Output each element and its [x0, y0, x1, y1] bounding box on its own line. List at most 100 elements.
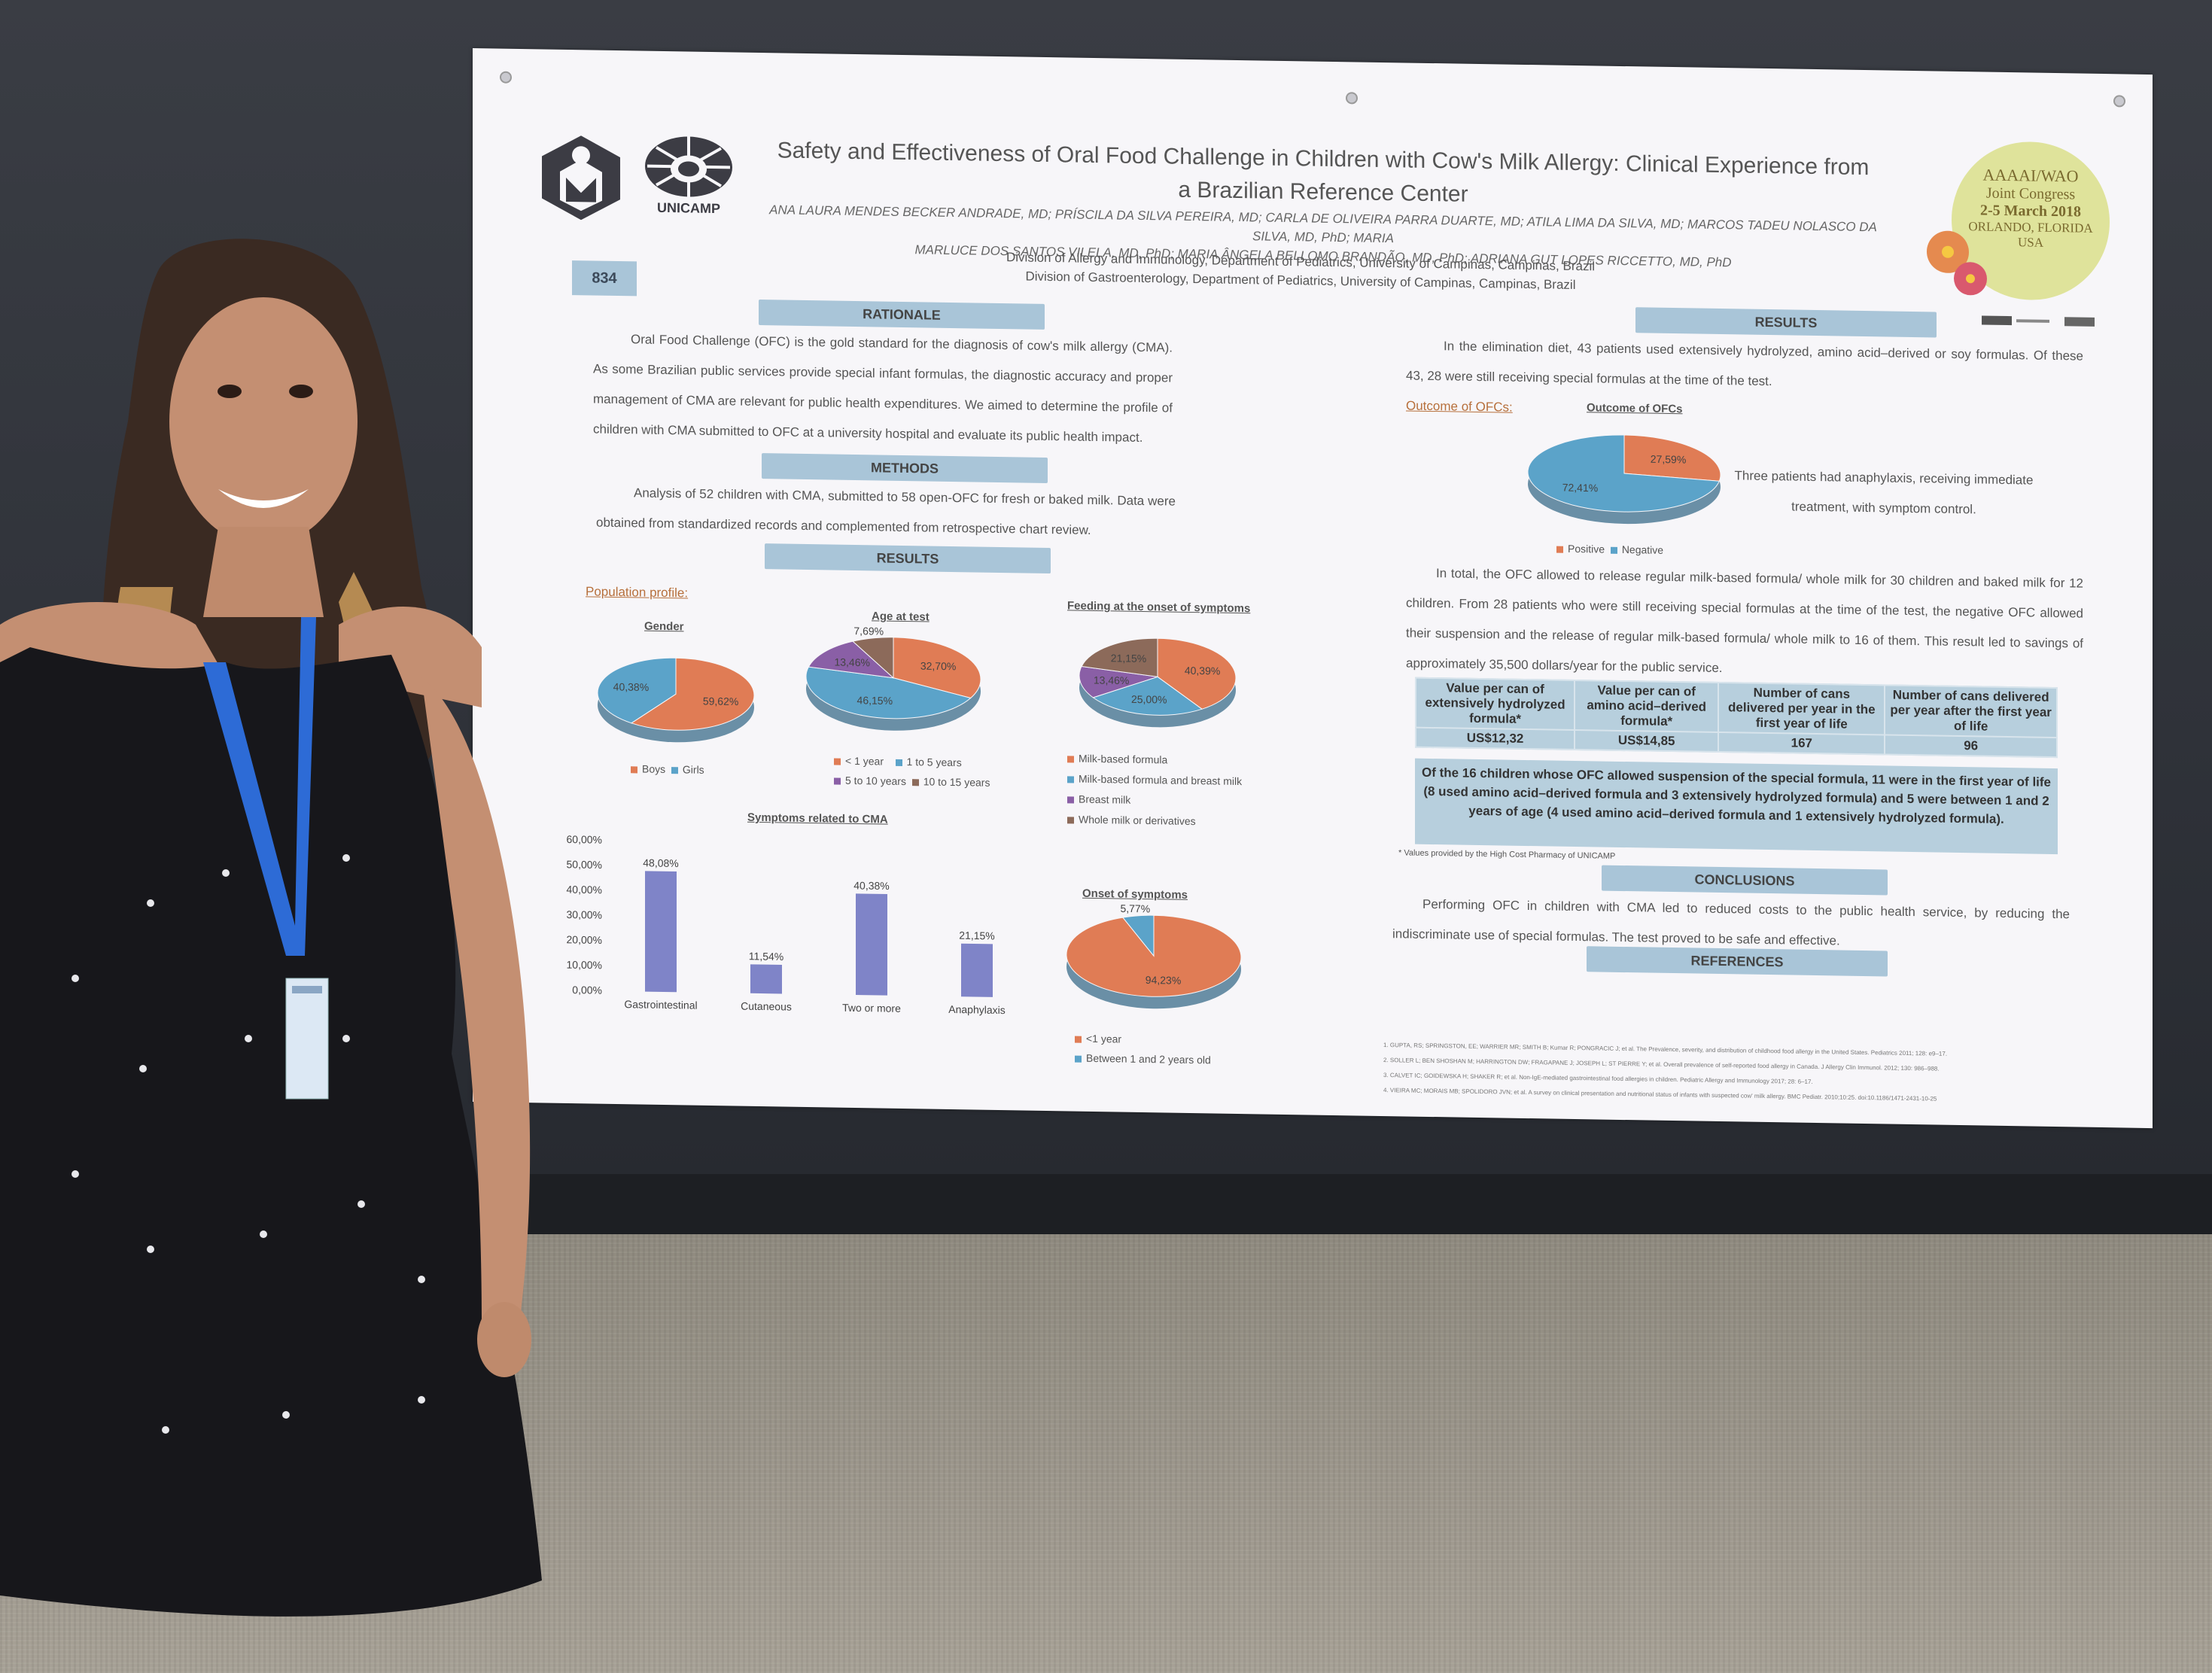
pie-data-label: 27,59% — [1651, 453, 1686, 466]
onset-legend: <1 year Between 1 and 2 years old — [1075, 1029, 1211, 1070]
references-header: REFERENCES — [1587, 946, 1888, 977]
highlight-box: Of the 16 children whose OFC allowed sus… — [1415, 758, 2058, 855]
table-cell: US$14,85 — [1575, 730, 1719, 753]
bar — [856, 893, 887, 996]
hand — [477, 1302, 531, 1377]
pie-slice — [805, 666, 972, 719]
legend-under-1: < 1 year — [845, 754, 884, 768]
legend-swatch — [834, 777, 841, 785]
y-tick-label: 10,00% — [567, 959, 602, 972]
eye — [218, 385, 242, 398]
unicamp-logo-text: UNICAMP — [657, 199, 720, 217]
pie-slice — [597, 657, 677, 724]
legend-10-to-15: 10 to 15 years — [923, 775, 990, 789]
bar — [961, 943, 993, 997]
x-tick-label: Two or more — [842, 1002, 901, 1014]
legend-swatch — [631, 766, 637, 774]
methods-text: Analysis of 52 children with CMA, submit… — [596, 485, 1176, 537]
bar-data-label: 11,54% — [749, 950, 783, 963]
legend-swatch — [1067, 756, 1074, 763]
legend-swatch — [911, 778, 919, 786]
legend-swatch — [1075, 1036, 1082, 1043]
legend-swatch — [1067, 776, 1074, 783]
legend-swatch — [895, 759, 902, 766]
badge-line-3: 2-5 March 2018 — [1979, 202, 2082, 221]
y-tick-label: 30,00% — [567, 908, 602, 921]
feeding-chart-title: Feeding at the onset of symptoms — [1067, 599, 1251, 616]
pie-data-label: 59,62% — [703, 695, 738, 707]
name-badge-stripe — [292, 986, 322, 993]
results-header-left: RESULTS — [765, 543, 1051, 574]
pie-data-label: 13,46% — [834, 656, 869, 669]
poster-board-edge — [519, 1174, 2212, 1234]
pie-slice — [630, 657, 755, 731]
x-tick-label: Anaphylaxis — [948, 1003, 1005, 1016]
aaaai-wao-logo-icon — [1982, 315, 2095, 327]
gender-pie-chart: 59,62% 40,38% — [597, 657, 755, 743]
rationale-header: RATIONALE — [759, 299, 1045, 330]
outcome-pie-chart: 27,59% 72,41% — [1527, 434, 1721, 525]
bar — [750, 964, 782, 994]
legend-milk-formula: Milk-based formula — [1079, 752, 1168, 766]
outcome-ofcs-label: Outcome of OFCs: — [1406, 398, 1513, 415]
pie-slice — [808, 640, 895, 679]
legend-under-1-year: <1 year — [1086, 1032, 1122, 1045]
bar — [645, 871, 677, 993]
results-header-right: RESULTS — [1635, 307, 1937, 338]
smile — [218, 489, 309, 508]
table-cell: 96 — [1885, 735, 2057, 758]
y-tick-label: 20,00% — [567, 933, 602, 946]
bar-data-label: 48,08% — [643, 856, 678, 869]
lanyard — [203, 617, 316, 956]
x-tick-label: Cutaneous — [741, 1000, 792, 1013]
pie-slice — [852, 637, 894, 679]
bar-data-label: 40,38% — [853, 879, 889, 892]
pie-data-label: 25,00% — [1131, 693, 1167, 706]
push-pin-icon — [2113, 95, 2125, 108]
gender-chart-title: Gender — [644, 619, 684, 634]
feeding-pie-chart: 40,39% 25,00%13,46% 21,15% — [1079, 637, 1237, 728]
costs-table: Value per can of extensively hydrolyzed … — [1415, 677, 2058, 759]
university-shield-logo-icon — [542, 135, 620, 221]
legend-whole-milk: Whole milk or derivatives — [1079, 813, 1196, 828]
legend-formula-breast: Milk-based formula and breast milk — [1079, 772, 1243, 788]
outcome-legend: Positive Negative — [1556, 543, 1663, 556]
legend-swatch — [1556, 546, 1563, 553]
table-header-cell: Value per can of amino acid–derived form… — [1575, 680, 1719, 733]
legend-1-to-2-years: Between 1 and 2 years old — [1086, 1051, 1211, 1066]
black-dress — [0, 647, 542, 1617]
legend-1-to-5: 1 to 5 years — [906, 756, 962, 769]
anaphylaxis-text: Three patients had anaphylaxis, receivin… — [1734, 468, 2034, 517]
methods-header: METHODS — [762, 453, 1048, 484]
pie-slice — [1121, 914, 1155, 957]
presenter-person — [0, 239, 542, 1617]
y-tick-label: 40,00% — [567, 884, 602, 896]
results-paragraph-2: In total, the OFC allowed to release reg… — [1406, 566, 2083, 676]
pie-slice — [1527, 434, 1721, 513]
pie-data-label: 46,15% — [857, 694, 893, 707]
face — [169, 297, 358, 546]
feeding-legend: Milk-based formula Milk-based formula an… — [1067, 748, 1242, 832]
dress-pearls — [72, 854, 425, 1434]
symptoms-chart-title: Symptoms related to CMA — [747, 811, 888, 826]
references-list: 1. GUPTA, RS; SPRINGSTON, EE; WARRIER MR… — [1383, 1038, 2076, 1109]
legend-boys: Boys — [642, 762, 666, 776]
legend-swatch — [1075, 1055, 1082, 1063]
pie-data-label: 72,41% — [1562, 482, 1598, 494]
hibiscus-flower-icon — [1927, 230, 1987, 296]
unicamp-logo-icon — [645, 136, 732, 197]
sponsor-logos — [1982, 312, 2102, 330]
legend-swatch — [1067, 796, 1074, 804]
poster: UNICAMP Safety and Effectiveness of Oral… — [473, 48, 2153, 1129]
conclusions-header: CONCLUSIONS — [1602, 865, 1888, 896]
pie-data-label: 5,77% — [1120, 902, 1150, 915]
results-paragraph-1: In the elimination diet, 43 patients use… — [1406, 339, 2083, 389]
rationale-text: Oral Food Challenge (OFC) is the gold st… — [593, 332, 1173, 445]
pie-slice — [1623, 434, 1721, 482]
legend-swatch — [1067, 817, 1074, 824]
y-tick-label: 50,00% — [567, 858, 602, 871]
legend-swatch — [1610, 546, 1617, 554]
y-tick-label: 0,00% — [572, 984, 602, 996]
legend-swatch — [834, 758, 841, 765]
table-header-cell: Value per can of extensively hydrolyzed … — [1416, 677, 1575, 731]
